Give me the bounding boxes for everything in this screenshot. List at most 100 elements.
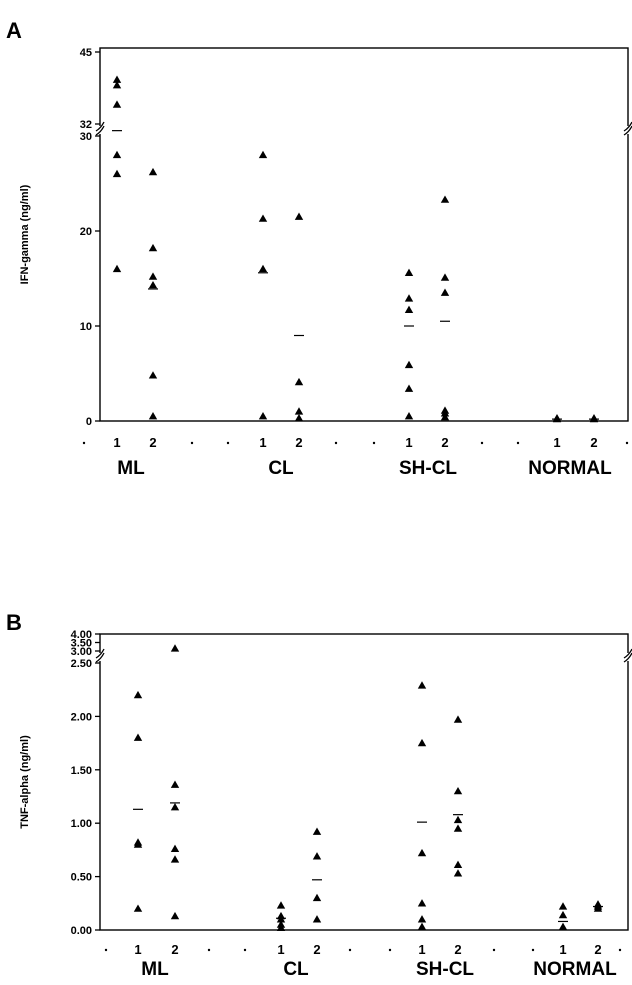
panel-b-y-tick-label: 3.00 [71, 646, 92, 658]
panel-a-data-point [258, 150, 268, 159]
panel-a-axis-break-mark-left-2 [95, 121, 105, 132]
panel-a-separator-dot [334, 441, 338, 445]
panel-a-separator-dot [516, 441, 520, 445]
panel-a-data-point [258, 412, 268, 420]
panel-a-data-point [440, 195, 450, 203]
panel-a-data-point [148, 243, 158, 252]
panel-b-data-point [453, 869, 463, 877]
panel-b-data-point [133, 838, 143, 846]
panel-b-y-tick-label: 2.50 [71, 658, 92, 670]
panel-a-subgroup-label: 2 [295, 435, 302, 450]
panel-b-group-label-ml: ML [141, 959, 169, 980]
panel-a-subgroup-label: 1 [405, 435, 412, 450]
panel-a-data-point [552, 413, 562, 422]
panel-b-separator-dot [104, 948, 108, 952]
panel-b-data-point [133, 690, 143, 699]
panel-b-data-point [453, 715, 463, 723]
panel-a-data-point [294, 377, 304, 386]
panel-b-data-point [170, 855, 180, 863]
panel-a-data-point [294, 413, 304, 422]
panel-b-subgroup-label: 1 [559, 942, 566, 957]
panel-a-data-point [112, 81, 122, 89]
panel-a-data-point [148, 272, 158, 280]
panel-b-subgroup-label: 2 [594, 942, 601, 957]
panel-a-subgroup-label: 1 [259, 435, 266, 450]
panel-b-data-point [417, 738, 427, 747]
panel-b-data-point [170, 911, 180, 920]
panel-b-data-point [170, 780, 180, 788]
panel-b-data-point [453, 815, 463, 824]
panel-b-data-point [170, 802, 180, 811]
panel-a-data-point [112, 150, 122, 159]
panel-a-axis-break-mark-right-2 [623, 121, 632, 132]
panel-a-data-point [148, 167, 158, 176]
panel-a-y-tick-label: 30 [80, 131, 92, 143]
panel-b-data-point [276, 901, 286, 909]
panel-a-data-point [294, 407, 304, 415]
panel-b-axis-break-mark-right-2 [623, 648, 632, 659]
panel-b-data-point [170, 644, 180, 652]
panel-a-y-tick-label: 20 [80, 226, 92, 238]
panel-b-group-label-sh-cl: SH-CL [416, 959, 474, 980]
panel-a-data-point [148, 412, 158, 420]
panel-a-data-point [258, 264, 268, 273]
panel-b-subgroup-label: 2 [313, 942, 320, 957]
panel-a-group-label-sh-cl: SH-CL [399, 458, 457, 479]
panel-a-group-label-cl: CL [268, 458, 294, 479]
panel-a-separator-dot [372, 441, 376, 445]
panel-b-data-point [312, 915, 322, 923]
panel-a-data-point [112, 75, 122, 83]
panel-b-y-tick-label: 0.50 [71, 872, 92, 884]
panel-a-data-point [440, 413, 450, 421]
panel-a-data-point [589, 413, 599, 422]
panel-b-data-point [276, 911, 286, 920]
panel-b-y-tick-label: 2.00 [71, 711, 92, 723]
panel-a-y-tick-label: 0 [86, 416, 92, 428]
panel-b-data-point [170, 844, 180, 852]
panel-a-data-point [440, 406, 450, 414]
panel-b-data-point [312, 852, 322, 860]
panel-a-separator-dot [625, 441, 629, 445]
panel-b-data-point [558, 902, 568, 910]
panel-b-y-tick-label: 4.00 [71, 629, 92, 641]
panel-b-separator-dot [243, 948, 247, 952]
panel-b-plot-frame [99, 633, 629, 931]
panel-a-data-point [440, 288, 450, 296]
panel-b-data-point [453, 860, 463, 869]
panel-b-data-point [593, 900, 603, 908]
panel-b-axis-break-gap-right [625, 653, 631, 661]
panel-a-data-point [404, 412, 414, 420]
panel-b-data-point [453, 824, 463, 832]
panel-a-subgroup-label: 1 [553, 435, 560, 450]
panel-b-y-tick-label: 3.50 [71, 638, 92, 650]
panel-a-y-tick-label: 10 [80, 321, 92, 333]
panel-b-subgroup-label: 1 [418, 942, 425, 957]
panel-a-data-point [258, 214, 268, 222]
panel-b-data-point [417, 899, 427, 907]
panel-a-data-point [404, 305, 414, 313]
panel-a-data-point [294, 212, 304, 220]
panel-a-data-point [112, 264, 122, 273]
panel-b-y-axis-label: TNF-alpha (ng/ml) [19, 735, 31, 829]
panel-b-data-point [558, 922, 568, 930]
panel-b-data-point [453, 786, 463, 795]
panel-b-group-label-cl: CL [283, 959, 309, 980]
panel-a-group-label-normal: NORMAL [528, 458, 612, 479]
panel-b-data-point [417, 915, 427, 923]
panel-b-axis-break-gap-left [97, 653, 103, 661]
panel-a-separator-dot [82, 441, 86, 445]
panel-a-separator-dot [190, 441, 194, 445]
panel-a-axis-break-gap-right [625, 126, 631, 134]
panel-b-subgroup-label: 2 [171, 942, 178, 957]
panel-a-data-point [404, 360, 414, 369]
panel-a-data-point [112, 100, 122, 108]
panel-b-y-tick-label: 1.50 [71, 765, 92, 777]
panel-b-subgroup-label: 1 [134, 942, 141, 957]
panel-b-separator-dot [348, 948, 352, 952]
panel-a-y-axis-label: IFN-gamma (ng/ml) [19, 184, 31, 284]
panel-a-separator-dot [226, 441, 230, 445]
panel-a-axis-break-mark-right-1 [623, 125, 632, 136]
panel-b-data-point [417, 681, 427, 689]
panel-b-axis-break-mark-left-2 [95, 648, 105, 659]
